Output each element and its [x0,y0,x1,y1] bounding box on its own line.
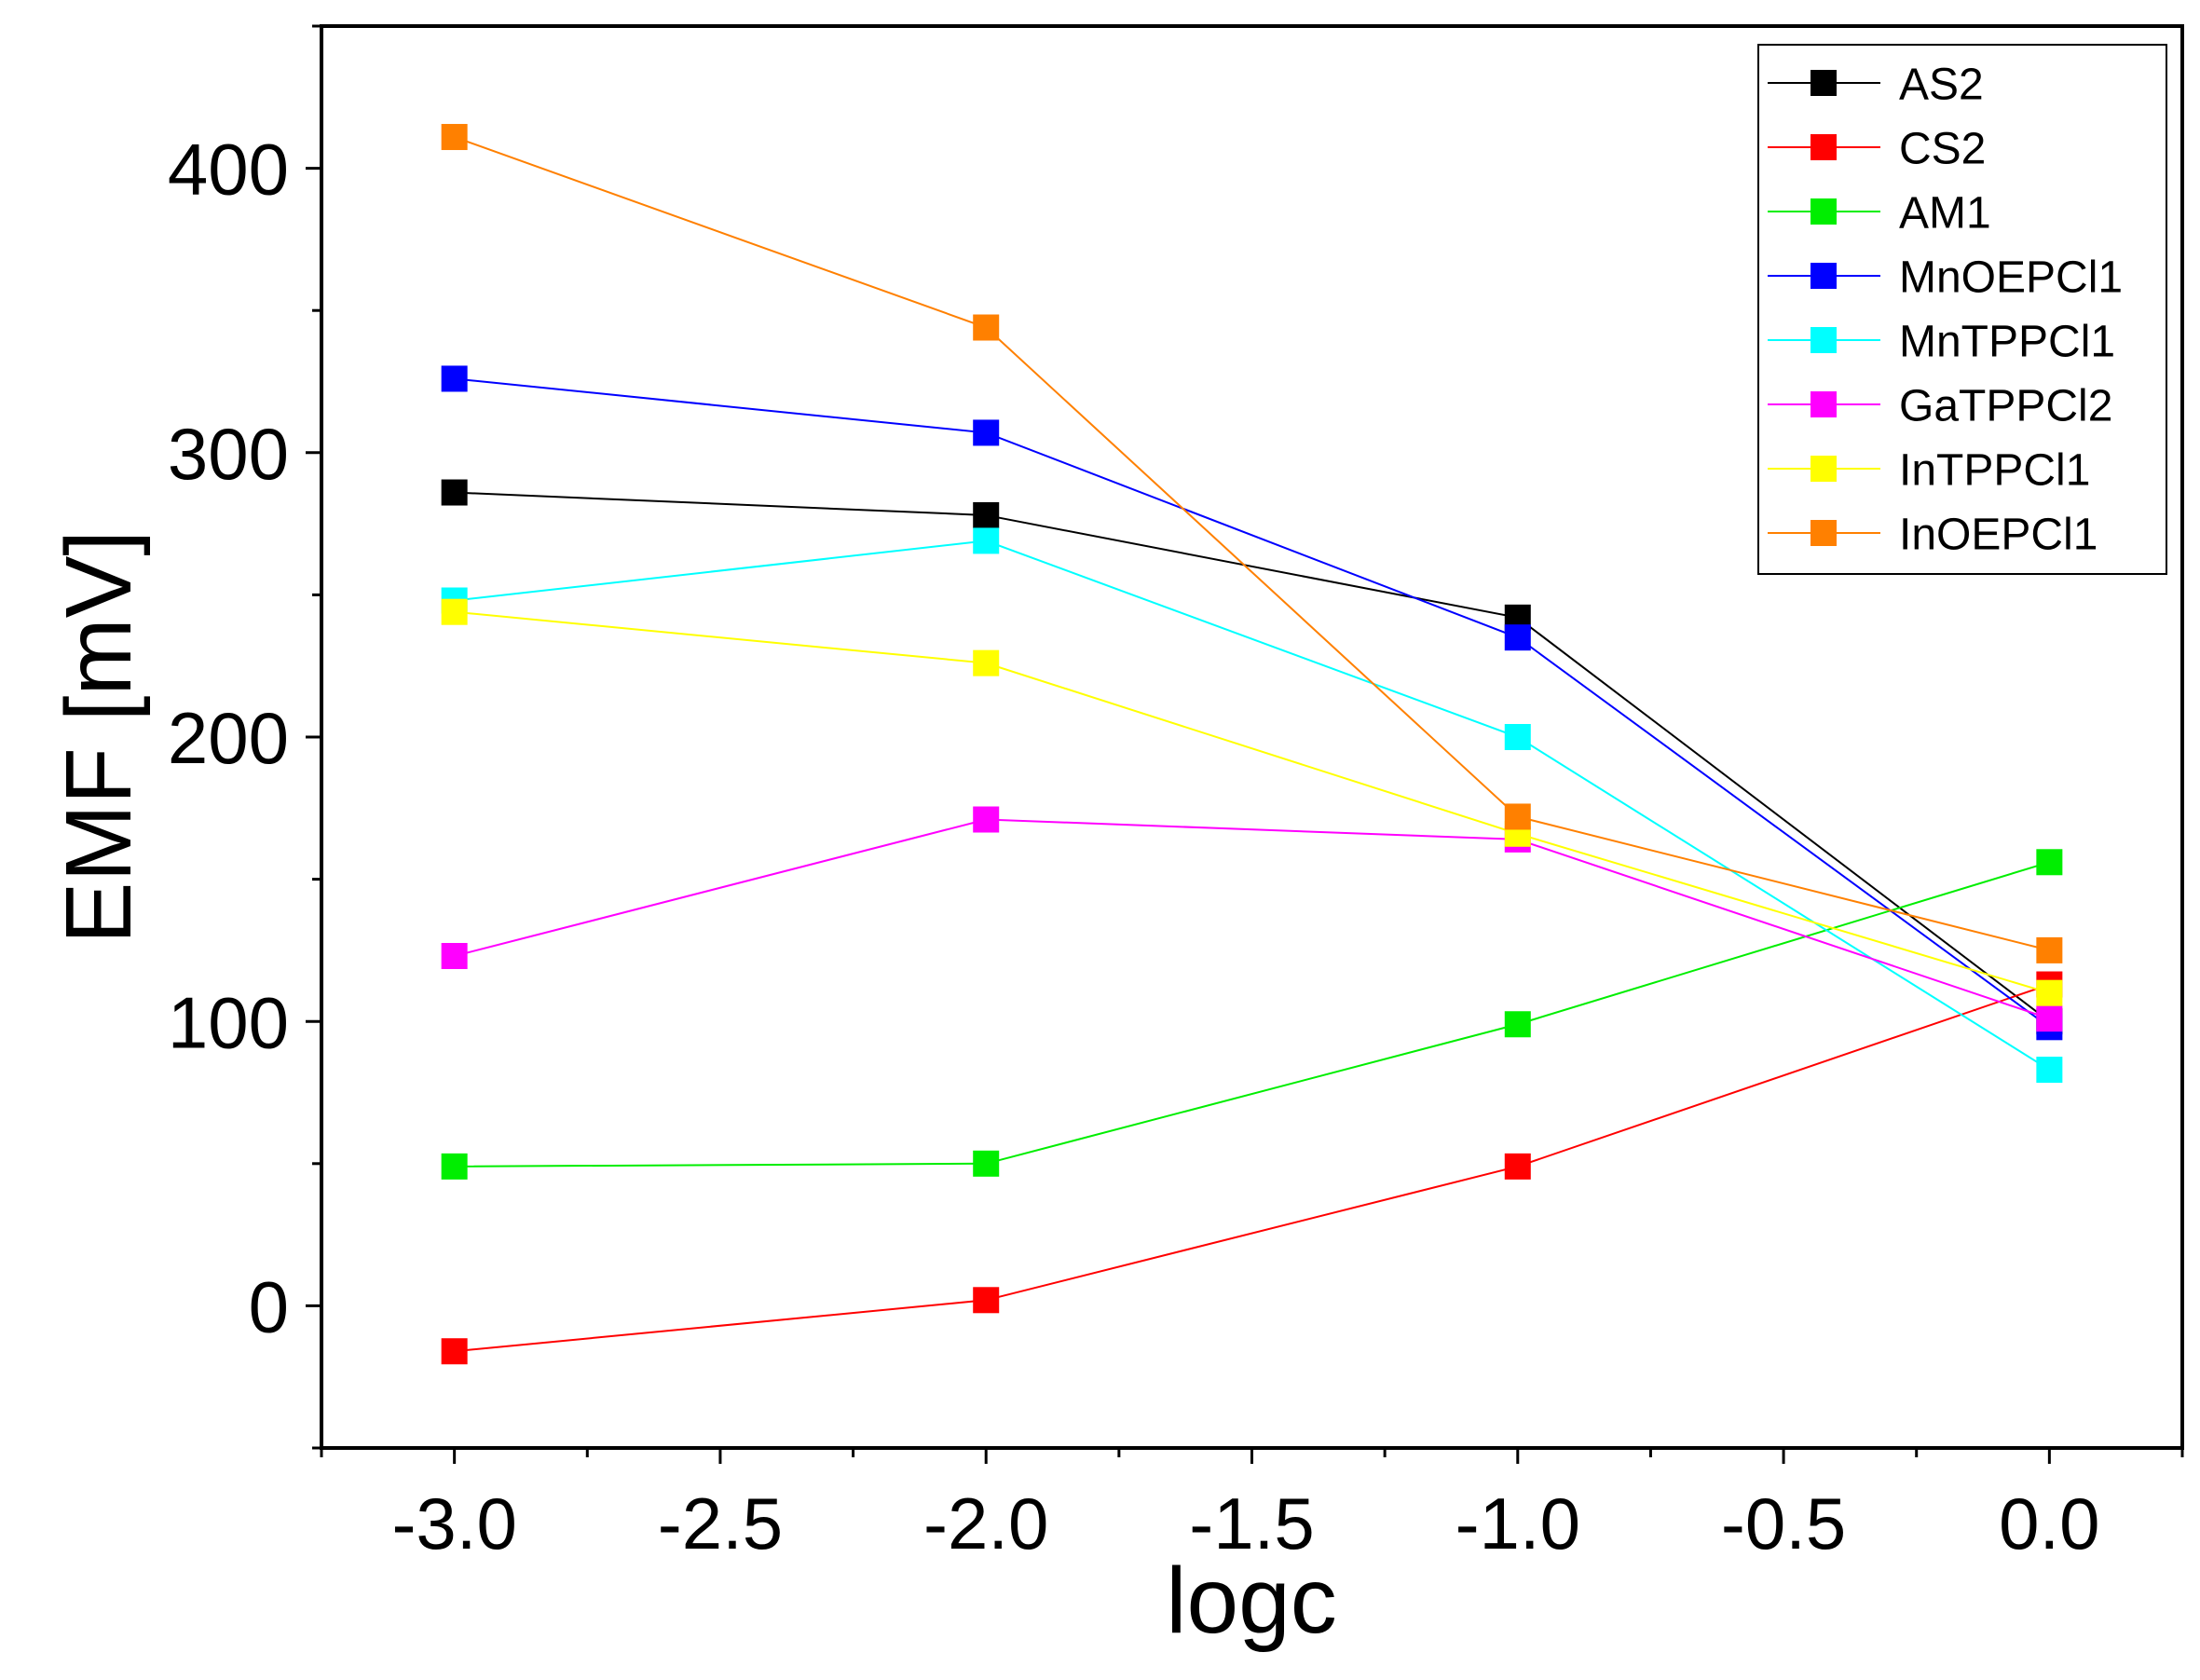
data-point [973,1150,1000,1177]
legend-item: MnOEPCl1 [1768,253,2123,302]
x-tick-label: -1.0 [1455,1482,1580,1564]
legend-label: InTPPCl1 [1899,445,2090,495]
x-tick-label: -2.5 [658,1482,783,1564]
data-point [2036,1005,2063,1032]
data-point [973,527,1000,554]
legend: AS2 CS2 AM1 MnOEPCl1 MnTPPCl1 GaTPPCl2 InTPPCl… [1757,44,2167,575]
series-line [454,136,2050,951]
y-axis-title: EMF [mV] [47,530,151,944]
data-point [2036,979,2063,1006]
legend-item: AS2 [1768,60,1984,109]
legend-label: AM1 [1899,188,1991,238]
data-point [441,365,468,392]
series-GaTPPCl2 [441,806,2063,1032]
y-tick-label: 0 [249,1265,289,1347]
x-tick-label: -0.5 [1721,1482,1846,1564]
legend-swatch-marker [1811,263,1837,289]
series-line [454,540,2050,1071]
data-point [973,501,1000,528]
x-tick-label: -3.0 [391,1482,516,1564]
series-line [454,818,2050,1020]
legend-item: CS2 [1768,124,1986,173]
data-point [2036,849,2063,876]
legend-label: MnOEPCl1 [1899,253,2123,302]
data-point [1504,624,1531,651]
data-point [973,1287,1000,1314]
y-tick-label: 200 [168,697,289,779]
data-point [441,124,468,151]
legend-item: InOEPCl1 [1768,510,2098,559]
series-InOEPCl1 [441,124,2063,963]
legend-item: InTPPCl1 [1768,445,2090,495]
data-point [1504,1153,1531,1180]
data-point [973,806,1000,833]
series-line [454,491,2050,1022]
y-tick-label: 400 [168,129,289,211]
series-line [454,983,2050,1353]
legend-box [1757,44,2167,575]
y-axis-ticks: 0 100 200 300 400 [168,24,321,1450]
series-AM1 [441,849,2063,1180]
legend-swatch-marker [1811,327,1837,353]
legend-label: CS2 [1899,124,1986,173]
legend-label: AS2 [1899,60,1984,109]
x-axis-title: logc [1166,1549,1336,1653]
legend-swatch-marker [1811,456,1837,482]
x-tick-label: -2.0 [923,1482,1048,1564]
data-point [441,479,468,506]
data-point [2036,936,2063,963]
legend-item: MnTPPCl1 [1768,317,2115,366]
legend-swatch-marker [1811,70,1837,96]
legend-swatch-marker [1811,520,1837,546]
data-point [441,1338,468,1365]
data-point [973,314,1000,341]
legend-swatch-marker [1811,198,1837,225]
series-CS2 [441,971,2063,1365]
data-point [441,943,468,970]
data-point [973,419,1000,446]
legend-label: GaTPPCl2 [1899,381,2112,430]
x-tick-label: 0.0 [1999,1482,2099,1564]
legend-label: MnTPPCl1 [1899,317,2115,366]
legend-item: GaTPPCl2 [1768,381,2112,430]
x-tick-label: -1.5 [1189,1482,1314,1564]
y-tick-label: 100 [168,981,289,1063]
x-axis-ticks: -3.0 -2.5 -2.0 -1.5 -1.0 -0.5 0.0 [320,1448,2184,1564]
legend-swatch-marker [1811,134,1837,160]
legend-label: InOEPCl1 [1899,510,2098,559]
data-point [973,649,1000,676]
legend-item: AM1 [1768,188,1991,238]
data-point [1504,1011,1531,1038]
series-InTPPCl1 [441,598,2063,1006]
series-line [454,861,2050,1168]
series-MnOEPCl1 [441,365,2063,1041]
series-line [454,377,2050,1029]
y-tick-label: 300 [168,413,289,495]
data-point [441,1153,468,1180]
legend-swatch-marker [1811,391,1837,417]
data-point [1504,724,1531,750]
series-line [454,610,2050,994]
data-point [441,598,468,625]
series-MnTPPCl1 [441,527,2063,1084]
data-point [2036,1057,2063,1084]
data-point [1504,803,1531,830]
series-layer [441,124,2063,1365]
